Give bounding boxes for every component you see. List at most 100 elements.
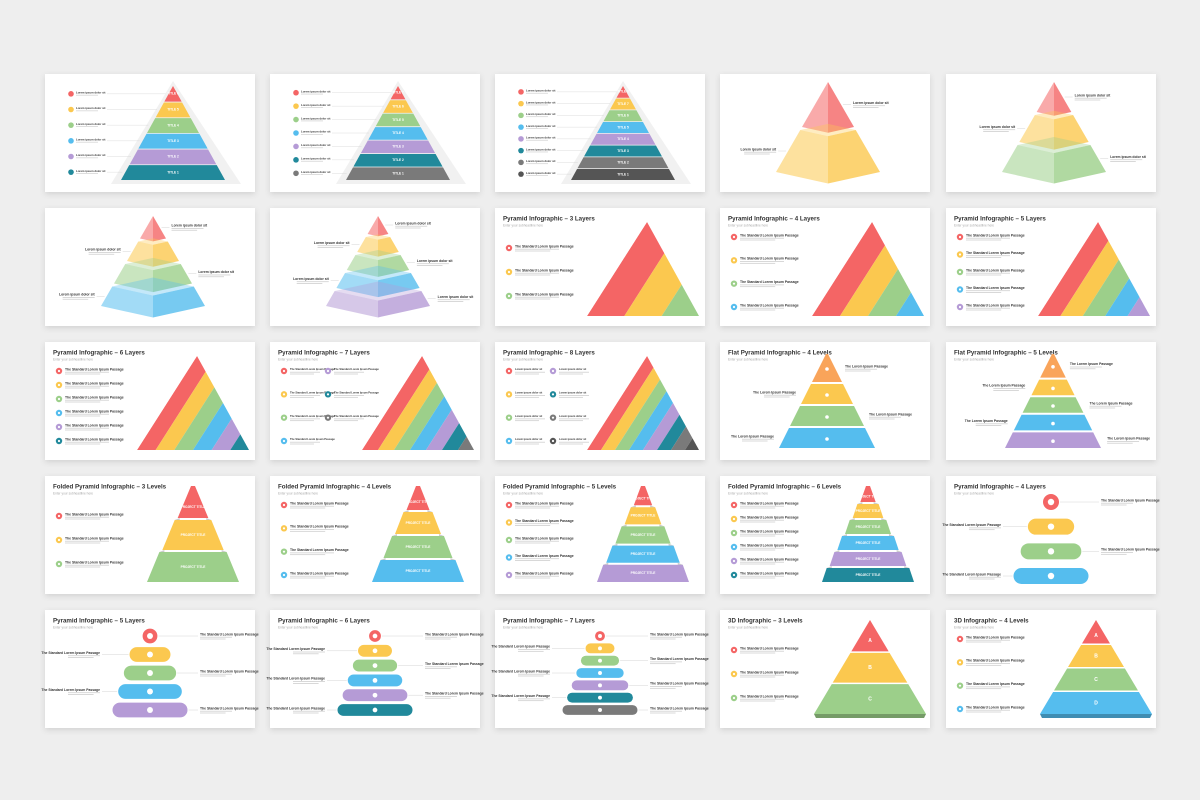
item-icon-glyph xyxy=(282,393,286,396)
layer-label: TITLE 4 xyxy=(167,123,179,127)
text-line xyxy=(76,110,98,112)
item-icon-glyph xyxy=(326,393,330,396)
text-line xyxy=(290,395,320,396)
item-icon-glyph xyxy=(732,531,736,535)
text-line xyxy=(853,105,885,107)
text-line xyxy=(869,416,901,418)
item-icon xyxy=(518,147,524,154)
slide-subtitle: Enter your subheadline here xyxy=(53,491,93,495)
pyramid-layer xyxy=(121,165,225,180)
item-heading: The Standard Lorem Ipsum Passage xyxy=(650,682,709,686)
text-line xyxy=(301,93,323,95)
item-heading: The Standard Lorem Ipsum Passage xyxy=(491,669,550,673)
text-line xyxy=(200,675,226,677)
text-line xyxy=(515,540,559,542)
text-line xyxy=(740,575,784,577)
level-label: PROJECT TITLE xyxy=(631,533,656,537)
text-line xyxy=(559,443,583,445)
fold-flap xyxy=(857,502,863,504)
item-icon-glyph xyxy=(732,545,736,549)
folded-level xyxy=(395,512,441,534)
item-icon-glyph xyxy=(958,684,962,687)
slide-title: Pyramid Infographic – 4 Layers xyxy=(954,484,1046,491)
text-line xyxy=(966,237,1010,239)
text-line xyxy=(845,370,871,372)
text-line xyxy=(200,712,226,714)
item-heading: The Standard Lorem Ipsum Passage xyxy=(515,501,574,505)
text-line xyxy=(334,373,358,375)
text-line xyxy=(650,663,676,665)
slide-subtitle: Enter your subheadline here xyxy=(728,491,768,495)
text-line xyxy=(969,529,995,531)
pyramid-layer xyxy=(603,110,643,122)
level-left-face xyxy=(326,291,378,318)
slide-subtitle: Enter your subheadline here xyxy=(728,223,768,227)
level-right-face xyxy=(378,237,399,257)
level-right-face xyxy=(378,216,389,237)
text-line xyxy=(966,257,1002,258)
item-heading: The Standard Lorem Ipsum Passage xyxy=(290,414,335,418)
item-heading: Lorem ipsum dolor sit xyxy=(76,153,105,157)
item-icon-glyph xyxy=(57,425,61,429)
text-line xyxy=(515,577,551,579)
item-icon-glyph xyxy=(507,294,511,298)
level-letter: B xyxy=(868,665,872,671)
item-heading: Lorem ipsum dolor sit xyxy=(526,147,555,151)
item-heading: Lorem ipsum dolor sit xyxy=(395,221,431,225)
item-heading: Lorem ipsum dolor sit xyxy=(76,106,105,110)
text-line xyxy=(650,686,682,687)
item-heading: The Standard Lorem Ipsum Passage xyxy=(740,303,799,307)
pyramid-layer xyxy=(147,118,199,133)
level-label: PROJECT TITLE xyxy=(631,552,656,556)
item-heading: The Standard Lorem Ipsum Passage xyxy=(966,268,1025,272)
text-line xyxy=(515,525,551,526)
level-right-face xyxy=(1054,115,1089,150)
level-top xyxy=(800,123,856,137)
text-line xyxy=(290,577,326,579)
item-icon-glyph xyxy=(282,527,286,530)
level-icon xyxy=(1051,439,1055,443)
level-icon xyxy=(147,670,153,676)
item-icon-glyph xyxy=(326,416,330,419)
pyramid-layer xyxy=(390,86,406,100)
level-icon xyxy=(825,393,829,397)
level-top xyxy=(1034,110,1074,120)
text-line xyxy=(65,443,101,445)
item-heading: Lorem ipsum dolor sit xyxy=(526,100,555,104)
text-line xyxy=(293,681,325,682)
slide-subtitle: Enter your subheadline here xyxy=(503,491,543,495)
item-heading: The Standard Lorem Ipsum Passage xyxy=(65,423,124,427)
item-icon xyxy=(518,89,524,95)
text-line xyxy=(290,575,334,577)
text-line xyxy=(334,420,358,422)
level-top xyxy=(1017,136,1091,154)
item-heading: Lorem ipsum dolor sit xyxy=(76,122,105,126)
text-line xyxy=(290,418,320,420)
fold-flap xyxy=(221,550,227,552)
level-label: PROJECT TITLE xyxy=(856,525,881,529)
item-heading: The Standard Lorem Ipsum Passage xyxy=(740,543,799,547)
text-line xyxy=(993,388,1026,389)
slide-title: 3D Infographic – 3 Levels xyxy=(728,618,803,625)
text-line xyxy=(966,641,1002,643)
item-heading: The Standard Lorem Ipsum Passage xyxy=(740,515,799,519)
level-left-face xyxy=(101,286,153,318)
text-line xyxy=(740,676,776,678)
text-line xyxy=(744,151,777,153)
item-heading: Lorem ipsum dolor sit xyxy=(853,101,889,105)
slide: Folded Pyramid Infographic – 5 LevelsEnt… xyxy=(495,476,705,594)
text-line xyxy=(740,286,776,288)
text-line xyxy=(293,710,325,712)
item-heading: The Standard Lorem Ipsum Passage xyxy=(290,390,335,394)
text-line xyxy=(515,575,559,577)
level-icon xyxy=(598,646,602,651)
item-heading: The Standard Lorem Ipsum Passage xyxy=(65,437,124,441)
item-heading: The Standard Lorem Ipsum Passage xyxy=(740,280,799,284)
item-icon-glyph xyxy=(282,416,286,419)
item-icon xyxy=(293,157,299,163)
slide-subtitle: Enter your subheadline here xyxy=(503,625,543,629)
fold-flap xyxy=(621,524,627,527)
item-heading: The Standard Lorem Ipsum Passage xyxy=(266,706,325,710)
item-heading: The Standard Lorem Ipsum Passage xyxy=(266,677,325,681)
text-line xyxy=(740,652,776,654)
